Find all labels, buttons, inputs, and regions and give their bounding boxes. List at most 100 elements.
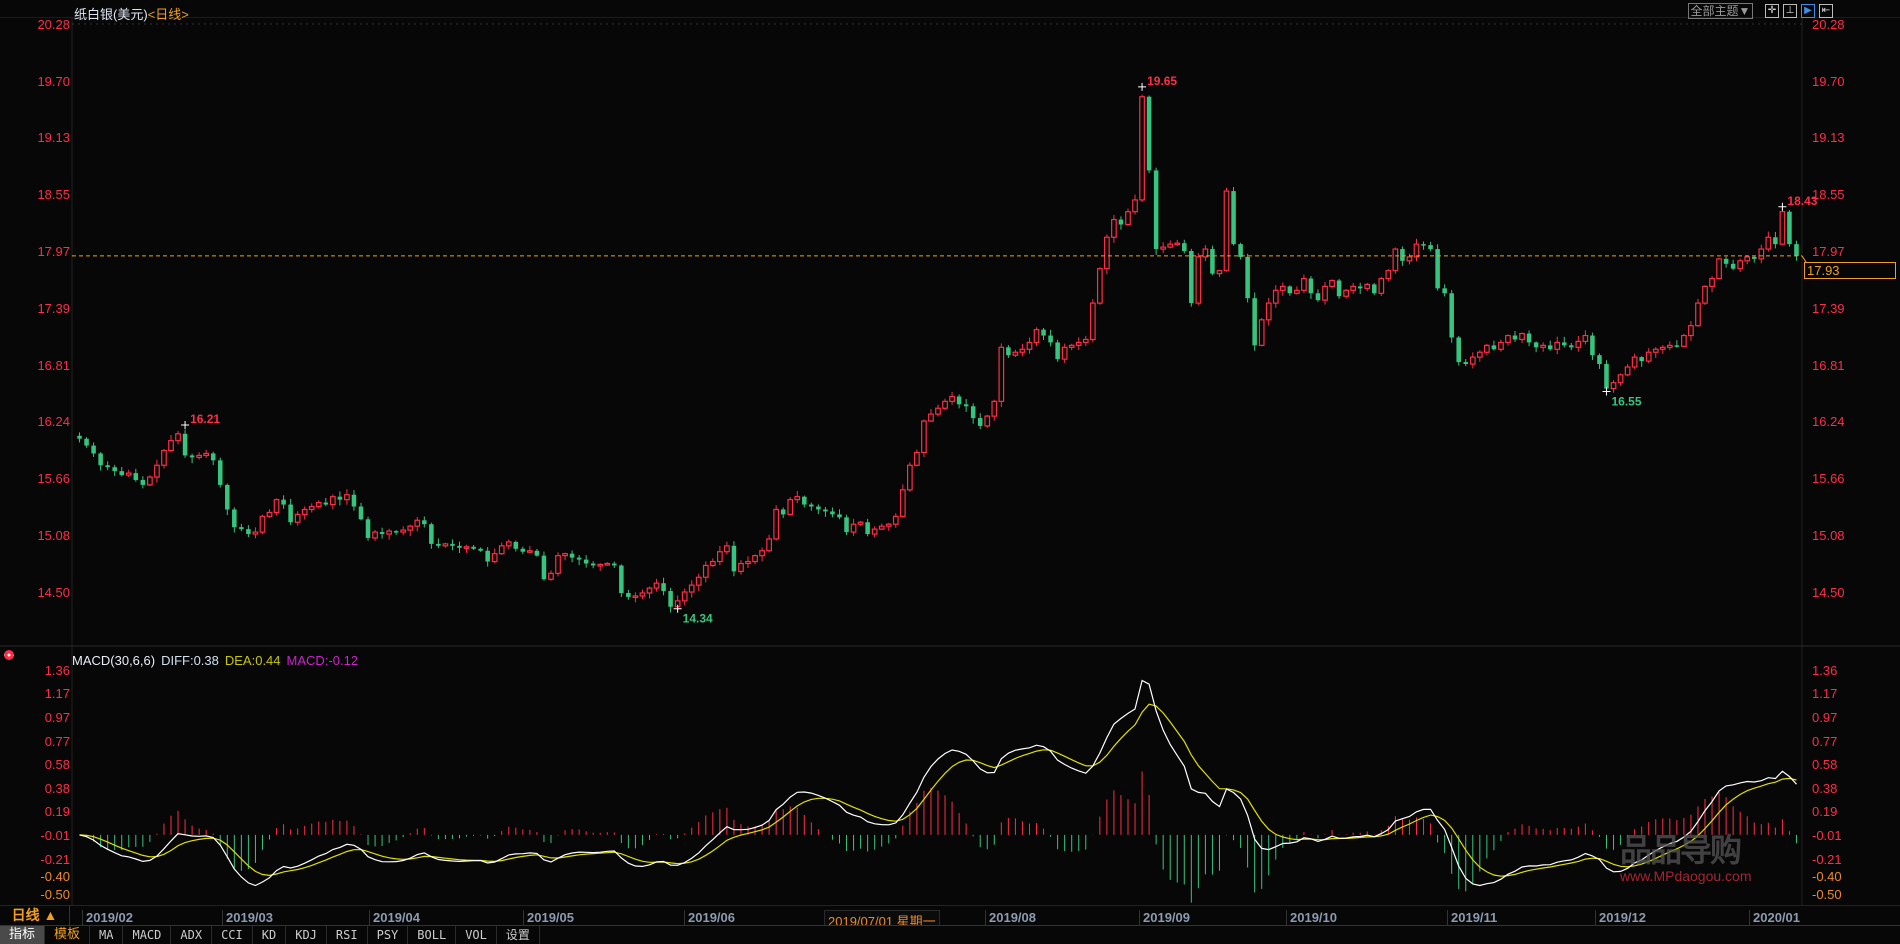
candle-up: [372, 531, 378, 539]
candle-up: [1582, 334, 1589, 343]
chart-title: 纸白银(美元)<日线>: [74, 4, 189, 23]
tab-boll[interactable]: BOLL: [408, 926, 457, 944]
candle-down: [1245, 256, 1250, 299]
price-tick-label: 18.55: [1812, 187, 1845, 202]
candle-up: [329, 496, 336, 506]
candle-up: [154, 464, 160, 478]
macd-tick-label: -0.40: [40, 869, 70, 884]
candle-down: [1400, 249, 1405, 261]
indicator-settings-icon[interactable]: [4, 650, 14, 660]
candle-up: [1469, 356, 1476, 365]
candle-up: [1033, 329, 1040, 344]
macd-value: MACD:-0.12: [286, 653, 359, 668]
tab-kd[interactable]: KD: [253, 926, 287, 944]
tab-ma[interactable]: MA: [90, 926, 124, 944]
candle-down: [780, 509, 786, 515]
candle-up: [1322, 285, 1328, 301]
candle-up: [1645, 351, 1652, 362]
instrument-name: 纸白银(美元): [74, 7, 148, 22]
candle-down: [217, 460, 223, 485]
candle-down: [1308, 278, 1314, 294]
candle-down: [189, 455, 195, 458]
candle-up: [1364, 283, 1371, 289]
candle-up: [1737, 260, 1744, 270]
move-to-end-icon[interactable]: ⇤: [1819, 4, 1833, 18]
candle-down: [1118, 219, 1124, 225]
play-icon[interactable]: ▶: [1801, 4, 1815, 18]
extreme-price-label: 19.65: [1147, 74, 1177, 88]
candle-up: [1540, 344, 1547, 348]
watermark-logo-text: 品品导购: [1620, 832, 1742, 868]
candle-down: [576, 557, 582, 560]
tab-psy[interactable]: PSY: [368, 926, 409, 944]
kline-chart[interactable]: 16.21 14.34 19.65 16.55 18.43: [0, 0, 1900, 905]
candle-up: [949, 395, 955, 402]
candle-up: [632, 595, 639, 599]
tab-settings[interactable]: 设置: [497, 926, 540, 944]
candle-down: [98, 453, 103, 466]
macd-title[interactable]: MACD(30,6,6): [72, 653, 156, 668]
price-tick-label: 19.70: [37, 73, 70, 89]
candle-down: [358, 506, 364, 520]
candle-up: [294, 513, 301, 523]
candle-up: [850, 523, 857, 533]
tab-macd[interactable]: MACD: [123, 926, 172, 944]
price-tick-label: 17.97: [37, 244, 70, 259]
tab-adx[interactable]: ADX: [171, 926, 213, 944]
candle-up: [914, 451, 920, 466]
date-label: 2019/08: [985, 910, 1036, 925]
candle-up: [161, 449, 167, 466]
extreme-price-label: 16.21: [190, 412, 220, 426]
tab-cci[interactable]: CCI: [212, 926, 253, 944]
candle-up: [752, 555, 758, 563]
candle-up: [906, 464, 913, 491]
crosshair-icon[interactable]: ✛: [1765, 4, 1779, 18]
tab-kdj[interactable]: KDJ: [286, 926, 327, 944]
candle-down: [1357, 286, 1363, 289]
candle-up: [1765, 236, 1772, 250]
candle-down: [1428, 245, 1433, 250]
period-tag[interactable]: <日线>: [147, 7, 189, 22]
date-label: 2019/05: [523, 910, 574, 925]
tab-templates[interactable]: 模板: [45, 926, 91, 944]
candle-down: [802, 496, 807, 505]
tab-vol[interactable]: VOL: [456, 926, 497, 944]
candle-up: [266, 511, 273, 517]
candle-down: [1597, 355, 1602, 365]
candle-up: [991, 400, 998, 417]
watermark-logo: 品品导购 www.MPdaogou.com: [1620, 832, 1752, 884]
candle-up: [1505, 334, 1511, 344]
period-button[interactable]: 日线 ▲: [0, 905, 70, 925]
candle-down: [513, 541, 519, 549]
candle-up: [935, 407, 941, 415]
candle-up: [203, 452, 210, 457]
candle-up: [1329, 279, 1335, 287]
candle-up: [1652, 348, 1659, 353]
candle-up: [1082, 338, 1089, 344]
extreme-price-label: 18.43: [1787, 194, 1817, 208]
candle-up: [702, 564, 709, 578]
tab-rsi[interactable]: RSI: [327, 926, 368, 944]
candle-up: [1631, 356, 1638, 368]
candle-down: [1153, 170, 1159, 250]
candle-down: [429, 524, 434, 544]
interval-icon[interactable]: ⊥: [1783, 4, 1797, 18]
tab-indicators[interactable]: 指标: [0, 926, 46, 944]
candle-up: [646, 587, 653, 594]
candle-down: [1146, 96, 1152, 171]
candle-down: [837, 514, 842, 518]
candle-down: [225, 484, 230, 510]
candle-up: [759, 550, 765, 557]
candle-down: [1512, 335, 1518, 340]
candle-up: [1272, 289, 1279, 304]
theme-dropdown[interactable]: 全部主题▼: [1688, 3, 1753, 19]
price-tick-label: 14.50: [1812, 585, 1845, 600]
macd-tick-label: 0.77: [44, 734, 70, 750]
extreme-marker: [1602, 387, 1611, 396]
candle-down: [1041, 329, 1046, 336]
date-label: 2019/11: [1447, 910, 1497, 925]
candle-up: [1666, 344, 1673, 348]
candle-up: [892, 515, 899, 525]
macd-tick-label: 1.36: [44, 663, 70, 678]
candle-down: [422, 520, 427, 525]
